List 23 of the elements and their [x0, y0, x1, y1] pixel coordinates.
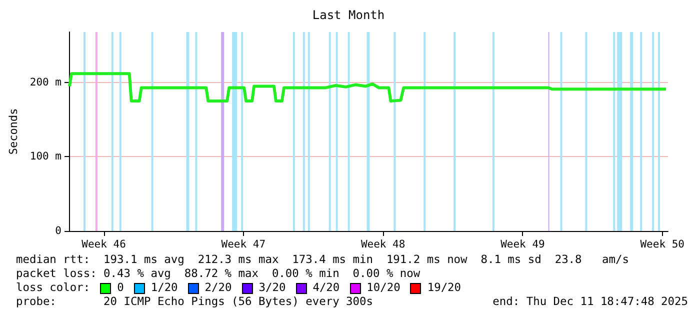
- text: packet loss: 0.43 % avg 88.72 % max 0.00 % min 0.00 % now: [16, 267, 420, 281]
- text: 0: [117, 281, 124, 295]
- x-tick-label: Week 50: [640, 238, 684, 250]
- y-axis-title: Seconds: [7, 108, 20, 155]
- text: loss color:: [16, 281, 90, 295]
- y-tick-label: 0: [55, 225, 62, 237]
- y-tick-label: 200 m: [30, 76, 62, 88]
- text: end: Thu Dec 11 18:47:48 2025: [492, 295, 688, 309]
- text: 19/20: [427, 281, 462, 295]
- text: median rtt: 193.1 ms avg 212.3 ms max 173.4 ms min 191.2 ms now 8.1 ms sd 23.8 am/s: [16, 253, 629, 267]
- chart-title: Last Month: [312, 8, 385, 22]
- text: probe: 20 ICMP Echo Pings (56 Bytes) every 300s: [16, 295, 373, 309]
- text: 2/20: [204, 281, 232, 295]
- x-tick-label: Week 48: [360, 238, 406, 250]
- y-tick-label: 100 m: [30, 150, 62, 163]
- text: 3/20: [258, 281, 286, 295]
- line-series: [68, 72, 668, 103]
- x-tick-label: Week 47: [221, 238, 266, 250]
- x-tick-label: Week 49: [500, 238, 545, 250]
- text: 1/20: [150, 281, 178, 295]
- text: 4/20: [312, 281, 340, 295]
- x-tick-label: Week 46: [82, 238, 126, 250]
- text: 10/20: [366, 281, 400, 295]
